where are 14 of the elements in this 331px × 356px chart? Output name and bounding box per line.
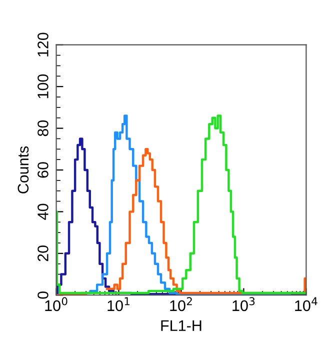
y-tick-label: 20 bbox=[38, 246, 48, 262]
x-tick-label: 10$^{2}$ bbox=[170, 297, 192, 312]
x-tick-label: 10$^{3}$ bbox=[232, 297, 255, 312]
y-tick-label: 60 bbox=[38, 162, 48, 178]
y-tick-label: 120 bbox=[38, 32, 48, 56]
y-axis-title: Counts bbox=[18, 146, 29, 194]
x-tick-label: 10$^{0}$ bbox=[45, 297, 68, 312]
y-tick-label: 80 bbox=[38, 120, 48, 136]
x-axis-title: FL1-H bbox=[161, 320, 202, 331]
x-tick-label: 10$^{1}$ bbox=[108, 297, 130, 312]
y-tick-label: 0 bbox=[38, 291, 48, 299]
x-tick-label: 10$^{4}$ bbox=[295, 297, 318, 312]
y-tick-label: 100 bbox=[38, 74, 48, 98]
y-tick-label: 40 bbox=[38, 204, 48, 220]
